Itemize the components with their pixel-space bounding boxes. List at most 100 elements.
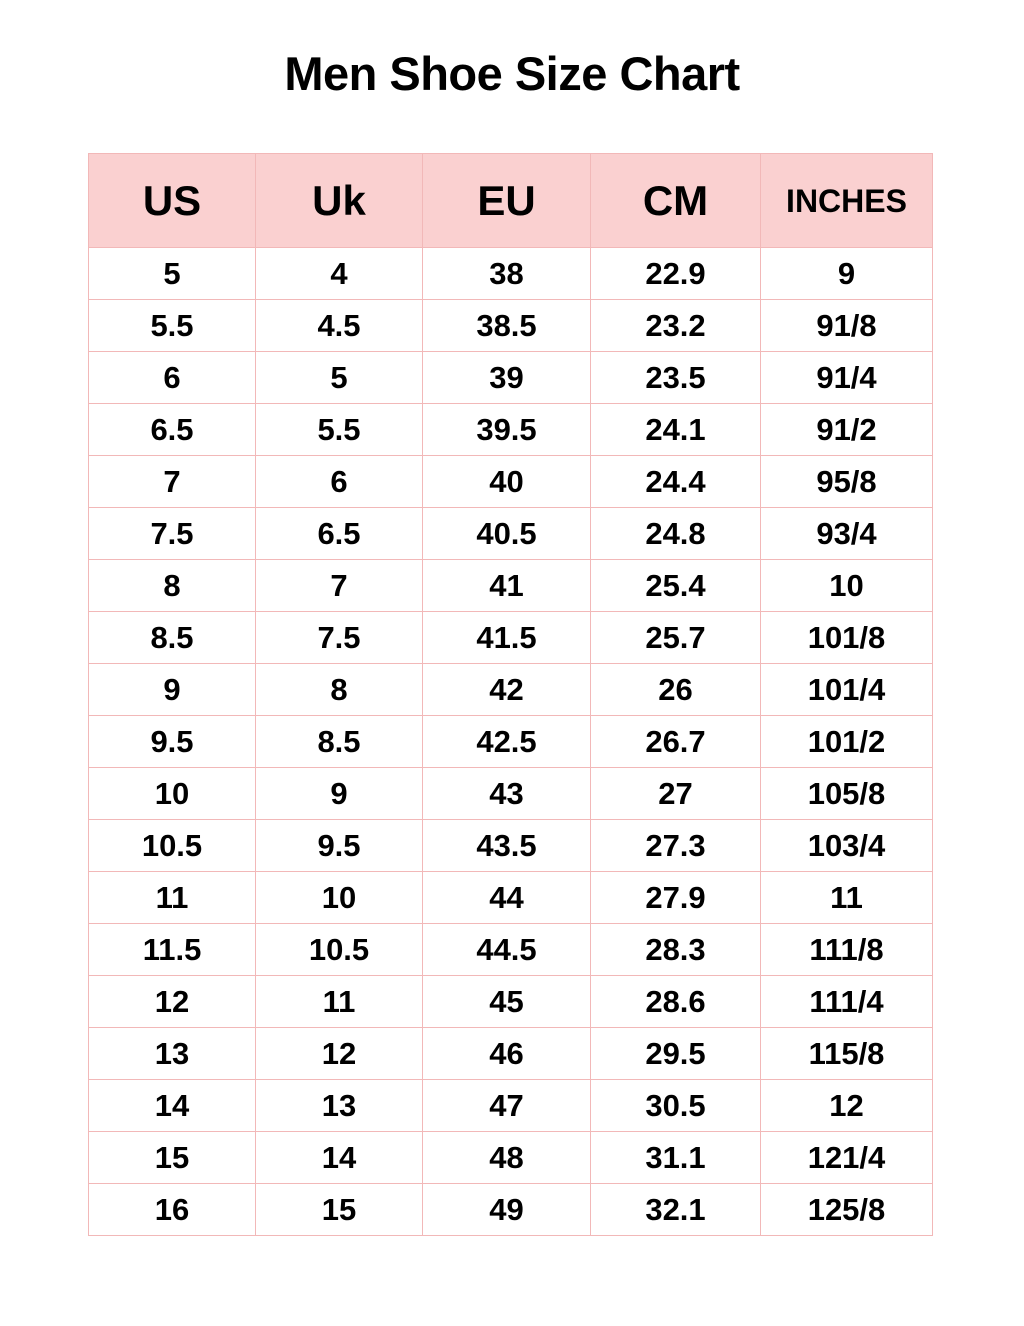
cell-eu: 43.5 [422, 819, 591, 872]
cell-inches: 11 [760, 871, 933, 924]
cell-cm: 25.4 [590, 559, 761, 612]
table-row: 7 6 40 24.4 95/8 [88, 455, 933, 508]
cell-inches: 91/2 [760, 403, 933, 456]
cell-uk: 5.5 [255, 403, 423, 456]
cell-uk: 5 [255, 351, 423, 404]
cell-uk: 6 [255, 455, 423, 508]
cell-inches: 125/8 [760, 1183, 933, 1236]
cell-eu: 46 [422, 1027, 591, 1080]
cell-inches: 101/8 [760, 611, 933, 664]
cell-cm: 23.2 [590, 299, 761, 352]
table-row: 8 7 41 25.4 10 [88, 559, 933, 612]
cell-eu: 40.5 [422, 507, 591, 560]
cell-us: 14 [88, 1079, 256, 1132]
cell-us: 8 [88, 559, 256, 612]
size-conversion-table: US Uk EU CM INCHES 5 4 38 22.9 9 5.5 4.5 38.5 23… [88, 153, 933, 1236]
cell-cm: 24.4 [590, 455, 761, 508]
cell-us: 10 [88, 767, 256, 820]
cell-uk: 8.5 [255, 715, 423, 768]
cell-eu: 45 [422, 975, 591, 1028]
cell-uk: 10.5 [255, 923, 423, 976]
cell-us: 8.5 [88, 611, 256, 664]
table-row: 14 13 47 30.5 12 [88, 1079, 933, 1132]
table-row: 8.5 7.5 41.5 25.7 101/8 [88, 611, 933, 664]
table-row: 10.5 9.5 43.5 27.3 103/4 [88, 819, 933, 872]
cell-us: 10.5 [88, 819, 256, 872]
column-header-us: US [88, 153, 256, 248]
cell-cm: 27.3 [590, 819, 761, 872]
cell-inches: 101/4 [760, 663, 933, 716]
table-row: 12 11 45 28.6 111/4 [88, 975, 933, 1028]
cell-eu: 39 [422, 351, 591, 404]
cell-uk: 4 [255, 247, 423, 300]
cell-cm: 25.7 [590, 611, 761, 664]
column-header-cm: CM [590, 153, 761, 248]
table-row: 9.5 8.5 42.5 26.7 101/2 [88, 715, 933, 768]
table-row: 5.5 4.5 38.5 23.2 91/8 [88, 299, 933, 352]
column-header-eu: EU [422, 153, 591, 248]
cell-eu: 41 [422, 559, 591, 612]
cell-cm: 32.1 [590, 1183, 761, 1236]
table-row: 7.5 6.5 40.5 24.8 93/4 [88, 507, 933, 560]
cell-inches: 10 [760, 559, 933, 612]
cell-us: 7 [88, 455, 256, 508]
table-row: 11 10 44 27.9 11 [88, 871, 933, 924]
cell-uk: 7 [255, 559, 423, 612]
column-header-inches: INCHES [760, 153, 933, 248]
cell-us: 9 [88, 663, 256, 716]
cell-inches: 12 [760, 1079, 933, 1132]
table-header: US Uk EU CM INCHES [88, 153, 933, 248]
cell-inches: 115/8 [760, 1027, 933, 1080]
cell-eu: 48 [422, 1131, 591, 1184]
cell-inches: 111/4 [760, 975, 933, 1028]
cell-eu: 42.5 [422, 715, 591, 768]
page-title: Men Shoe Size Chart [284, 47, 740, 100]
cell-uk: 6.5 [255, 507, 423, 560]
cell-inches: 91/4 [760, 351, 933, 404]
cell-us: 11.5 [88, 923, 256, 976]
cell-uk: 10 [255, 871, 423, 924]
table-header-row: US Uk EU CM INCHES [88, 153, 933, 248]
cell-inches: 93/4 [760, 507, 933, 560]
cell-inches: 121/4 [760, 1131, 933, 1184]
table-row: 15 14 48 31.1 121/4 [88, 1131, 933, 1184]
cell-cm: 26 [590, 663, 761, 716]
cell-eu: 43 [422, 767, 591, 820]
cell-uk: 8 [255, 663, 423, 716]
table-row: 6 5 39 23.5 91/4 [88, 351, 933, 404]
cell-eu: 42 [422, 663, 591, 716]
cell-cm: 23.5 [590, 351, 761, 404]
cell-inches: 91/8 [760, 299, 933, 352]
cell-eu: 38 [422, 247, 591, 300]
cell-uk: 13 [255, 1079, 423, 1132]
cell-inches: 105/8 [760, 767, 933, 820]
cell-cm: 24.8 [590, 507, 761, 560]
cell-uk: 9 [255, 767, 423, 820]
cell-us: 15 [88, 1131, 256, 1184]
cell-uk: 11 [255, 975, 423, 1028]
cell-eu: 49 [422, 1183, 591, 1236]
cell-inches: 101/2 [760, 715, 933, 768]
cell-eu: 40 [422, 455, 591, 508]
cell-us: 11 [88, 871, 256, 924]
table-row: 16 15 49 32.1 125/8 [88, 1183, 933, 1236]
cell-uk: 14 [255, 1131, 423, 1184]
table-row: 9 8 42 26 101/4 [88, 663, 933, 716]
cell-uk: 15 [255, 1183, 423, 1236]
cell-eu: 44 [422, 871, 591, 924]
cell-eu: 47 [422, 1079, 591, 1132]
table-row: 5 4 38 22.9 9 [88, 247, 933, 300]
column-header-uk: Uk [255, 153, 423, 248]
cell-cm: 22.9 [590, 247, 761, 300]
cell-cm: 28.6 [590, 975, 761, 1028]
cell-cm: 30.5 [590, 1079, 761, 1132]
cell-us: 5 [88, 247, 256, 300]
cell-inches: 111/8 [760, 923, 933, 976]
cell-uk: 7.5 [255, 611, 423, 664]
cell-cm: 26.7 [590, 715, 761, 768]
cell-uk: 4.5 [255, 299, 423, 352]
cell-cm: 27 [590, 767, 761, 820]
cell-cm: 28.3 [590, 923, 761, 976]
table-row: 13 12 46 29.5 115/8 [88, 1027, 933, 1080]
cell-us: 6.5 [88, 403, 256, 456]
